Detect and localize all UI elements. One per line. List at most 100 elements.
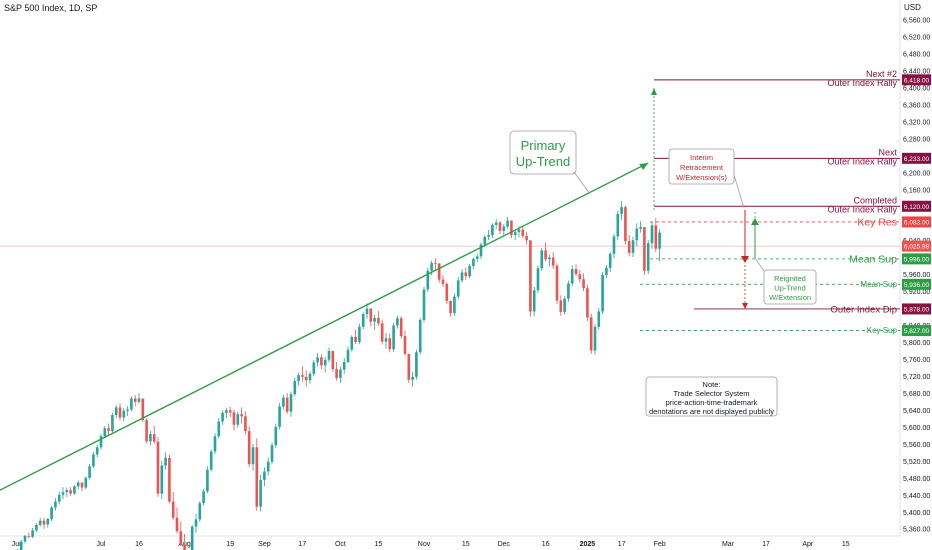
candle-body bbox=[228, 410, 232, 413]
y-tick-label: 6,280.00 bbox=[903, 136, 930, 143]
candle-body bbox=[194, 519, 198, 527]
candle-body bbox=[654, 225, 658, 249]
candle-body bbox=[517, 229, 521, 233]
candle-body bbox=[373, 317, 376, 322]
candle-body bbox=[399, 318, 403, 337]
candle-body bbox=[301, 375, 304, 377]
candle-body bbox=[114, 407, 118, 416]
candle-body bbox=[213, 436, 217, 452]
candle-body bbox=[483, 236, 487, 245]
candle-body bbox=[578, 274, 582, 280]
trendline-arrowhead bbox=[639, 162, 649, 170]
candle-body bbox=[502, 226, 506, 231]
candle-body bbox=[179, 531, 183, 545]
candle-body bbox=[168, 457, 171, 502]
retrace-arrowhead bbox=[741, 256, 749, 263]
candle-body bbox=[540, 250, 544, 269]
x-tick-label: 15 bbox=[375, 541, 383, 548]
candle-body bbox=[19, 541, 23, 550]
candle-body bbox=[620, 207, 623, 214]
price-tag bbox=[902, 74, 931, 86]
y-tick-label: 6,160.00 bbox=[903, 187, 930, 194]
candle-body bbox=[563, 298, 566, 312]
candle-body bbox=[437, 263, 441, 280]
candle-body bbox=[263, 471, 266, 480]
candle-body bbox=[31, 530, 34, 537]
candle-body bbox=[418, 319, 422, 353]
trend-label-box bbox=[509, 130, 577, 175]
candle-body bbox=[255, 447, 259, 507]
candle-body bbox=[532, 290, 536, 312]
x-tick-label: 15 bbox=[462, 541, 470, 548]
x-tick-label: 2025 bbox=[580, 541, 596, 548]
reignited-text: Up-Trend bbox=[774, 284, 805, 293]
level-label: Next #2 bbox=[866, 69, 897, 79]
candle-body bbox=[122, 410, 126, 418]
candle-body bbox=[403, 336, 407, 354]
candle-body bbox=[46, 518, 50, 525]
candle-body bbox=[608, 253, 612, 268]
candle-body bbox=[426, 270, 430, 290]
note-box bbox=[645, 376, 778, 417]
interim-text: Retracement bbox=[680, 163, 724, 172]
candle-body bbox=[369, 308, 373, 322]
currency-label: USD bbox=[904, 3, 921, 12]
price-tag bbox=[902, 253, 931, 265]
candle-body bbox=[308, 373, 312, 381]
interim-pointer bbox=[733, 174, 745, 209]
candle-body bbox=[589, 317, 593, 351]
candle-body bbox=[434, 263, 437, 264]
candle-body bbox=[244, 416, 247, 432]
candle-body bbox=[141, 398, 145, 421]
candle-body bbox=[536, 268, 540, 291]
candle-body bbox=[316, 357, 319, 363]
candle-body bbox=[586, 288, 589, 318]
price-tag-text: 5,936.00 bbox=[904, 282, 930, 289]
candle-body bbox=[331, 350, 335, 370]
candle-body bbox=[468, 266, 471, 277]
x-tick-label: Apr bbox=[802, 541, 814, 548]
candle-body bbox=[335, 369, 338, 379]
candle-body bbox=[646, 243, 650, 271]
candle-body bbox=[510, 220, 513, 236]
y-tick-label: 5,920.00 bbox=[903, 289, 930, 296]
candle-body bbox=[627, 241, 631, 253]
price-tag bbox=[902, 152, 931, 164]
candle-body bbox=[407, 353, 411, 380]
candle-body bbox=[506, 220, 509, 227]
x-tick-label: 15 bbox=[842, 541, 850, 548]
x-tick-label: 17 bbox=[618, 541, 626, 548]
level-label: Mean Sup bbox=[861, 280, 898, 289]
candle-body bbox=[160, 465, 164, 494]
candle-body bbox=[209, 451, 213, 470]
level-label: Outer Index Rally bbox=[827, 204, 897, 214]
candle-body bbox=[232, 412, 236, 425]
candle-body bbox=[570, 269, 574, 284]
candle-body bbox=[95, 447, 99, 455]
candle-body bbox=[107, 428, 110, 432]
x-tick-label: 17 bbox=[762, 541, 770, 548]
y-tick-label: 6,400.00 bbox=[903, 85, 930, 92]
candle-body bbox=[521, 229, 525, 236]
y-tick-label: 5,520.00 bbox=[903, 459, 930, 466]
candle-body bbox=[491, 224, 494, 236]
x-tick-label: Nov bbox=[418, 541, 431, 548]
candle-body bbox=[259, 479, 262, 507]
candle-body bbox=[380, 323, 384, 342]
candle-body bbox=[183, 544, 186, 550]
x-tick-label: Jun bbox=[12, 541, 23, 548]
price-tag bbox=[902, 216, 931, 228]
price-tag-text: 6,083.00 bbox=[904, 219, 930, 226]
candle-body bbox=[137, 398, 141, 402]
price-tag-text: 6,418.00 bbox=[904, 77, 930, 84]
y-tick-label: 6,520.00 bbox=[903, 35, 930, 42]
candle-body bbox=[327, 350, 331, 360]
candle-body bbox=[624, 207, 627, 242]
current-price-text: 6,025.98 bbox=[904, 244, 930, 251]
candle-body bbox=[635, 228, 639, 241]
candle-body bbox=[145, 420, 148, 442]
candle-body bbox=[54, 501, 57, 508]
price-tag-text: 6,120.00 bbox=[904, 204, 930, 211]
